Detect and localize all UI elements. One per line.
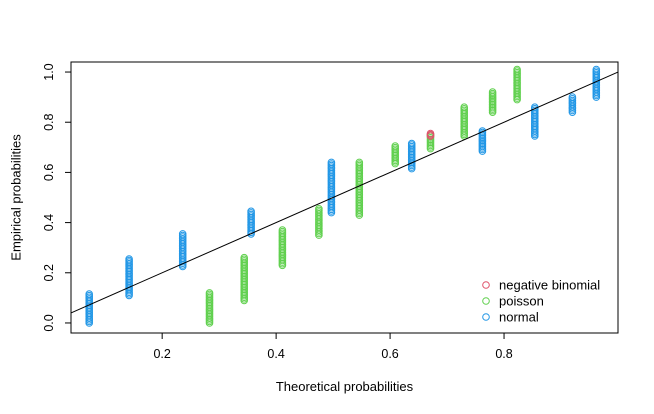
x-axis-title: Theoretical probabilities bbox=[276, 379, 414, 394]
legend-marker bbox=[482, 281, 490, 289]
y-tick-label: 0.2 bbox=[42, 264, 56, 281]
data-point-poisson bbox=[460, 103, 469, 111]
data-point-normal bbox=[247, 207, 255, 216]
data-points bbox=[85, 65, 601, 327]
legend-label: normal bbox=[499, 310, 539, 325]
reference-line bbox=[70, 71, 619, 314]
legend-marker bbox=[482, 297, 490, 305]
plot-frame bbox=[70, 61, 619, 334]
data-point-poisson bbox=[513, 65, 521, 74]
x-tick-label: 0.8 bbox=[495, 347, 512, 361]
data-point-poisson bbox=[355, 158, 364, 167]
y-tick-label: 1.0 bbox=[42, 63, 56, 80]
data-point-normal bbox=[85, 290, 93, 298]
y-tick-label: 0.8 bbox=[42, 113, 56, 130]
x-tick-label: 0.4 bbox=[267, 347, 284, 361]
legend-marker bbox=[482, 313, 490, 321]
data-point-normal bbox=[178, 230, 187, 238]
data-point-negative-binomial bbox=[426, 129, 435, 138]
data-point-normal bbox=[327, 158, 336, 167]
x-tick-label: 0.2 bbox=[153, 347, 170, 361]
data-point-poisson bbox=[315, 205, 323, 213]
x-tick-label: 0.6 bbox=[381, 347, 398, 361]
data-point-poisson bbox=[278, 226, 287, 234]
data-point-normal bbox=[592, 65, 601, 74]
legend-label: negative binomial bbox=[499, 278, 600, 293]
x-axis: 0.2 0.4 0.6 0.8 bbox=[153, 333, 513, 361]
data-point-poisson bbox=[391, 142, 400, 150]
y-axis: 0.0 0.2 0.4 0.6 0.8 1.0 bbox=[42, 63, 71, 332]
data-point-poisson bbox=[240, 253, 248, 262]
data-point-poisson bbox=[205, 289, 214, 297]
data-point-normal bbox=[568, 93, 577, 101]
y-tick-label: 0.4 bbox=[42, 214, 56, 231]
data-point-poisson bbox=[488, 88, 497, 96]
y-tick-label: 0.0 bbox=[42, 314, 56, 331]
y-axis-title: Empirical probabilities bbox=[9, 134, 24, 261]
y-tick-label: 0.6 bbox=[42, 164, 56, 181]
legend-label: poisson bbox=[499, 294, 544, 309]
data-point-normal bbox=[407, 139, 416, 148]
data-point-normal bbox=[478, 127, 487, 135]
data-point-normal bbox=[125, 255, 133, 263]
